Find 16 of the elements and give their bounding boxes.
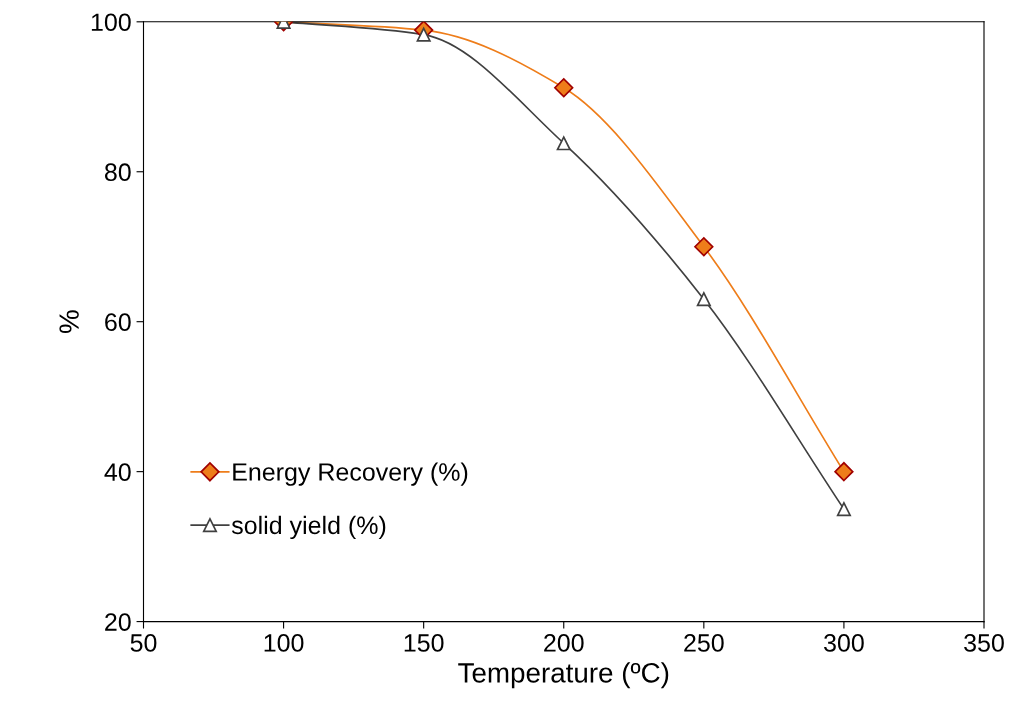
legend-label: solid yield (%) bbox=[231, 515, 386, 540]
x-tick-label: 150 bbox=[404, 634, 444, 652]
x-tick-label: 200 bbox=[544, 634, 584, 652]
y-tick-label: 100 bbox=[91, 13, 131, 32]
x-tick-label: 50 bbox=[130, 634, 157, 652]
x-tick-label: 350 bbox=[964, 634, 1004, 652]
y-tick-label: 40 bbox=[104, 463, 131, 481]
y-tick-label: 20 bbox=[105, 613, 131, 631]
y-tick-label: 60 bbox=[105, 313, 131, 331]
x-axis-title: Temperature (ºC) bbox=[458, 662, 669, 689]
x-tick-label: 250 bbox=[684, 634, 724, 652]
x-tick-label: 300 bbox=[824, 634, 864, 652]
y-tick-label: 80 bbox=[104, 163, 131, 182]
x-tick-label: 100 bbox=[264, 634, 304, 652]
y-axis-title: % bbox=[59, 310, 79, 334]
legend-label: Energy Recovery (%) bbox=[233, 462, 468, 486]
